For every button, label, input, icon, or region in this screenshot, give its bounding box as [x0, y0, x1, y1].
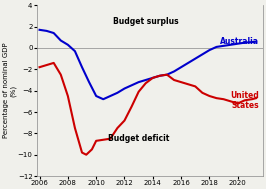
Text: Australia: Australia	[220, 36, 259, 46]
Text: United
States: United States	[230, 91, 259, 110]
Text: Budget surplus: Budget surplus	[113, 17, 178, 26]
Text: Budget deficit: Budget deficit	[108, 134, 169, 143]
Y-axis label: Percentage of nominal GDP
(%): Percentage of nominal GDP (%)	[3, 43, 16, 139]
